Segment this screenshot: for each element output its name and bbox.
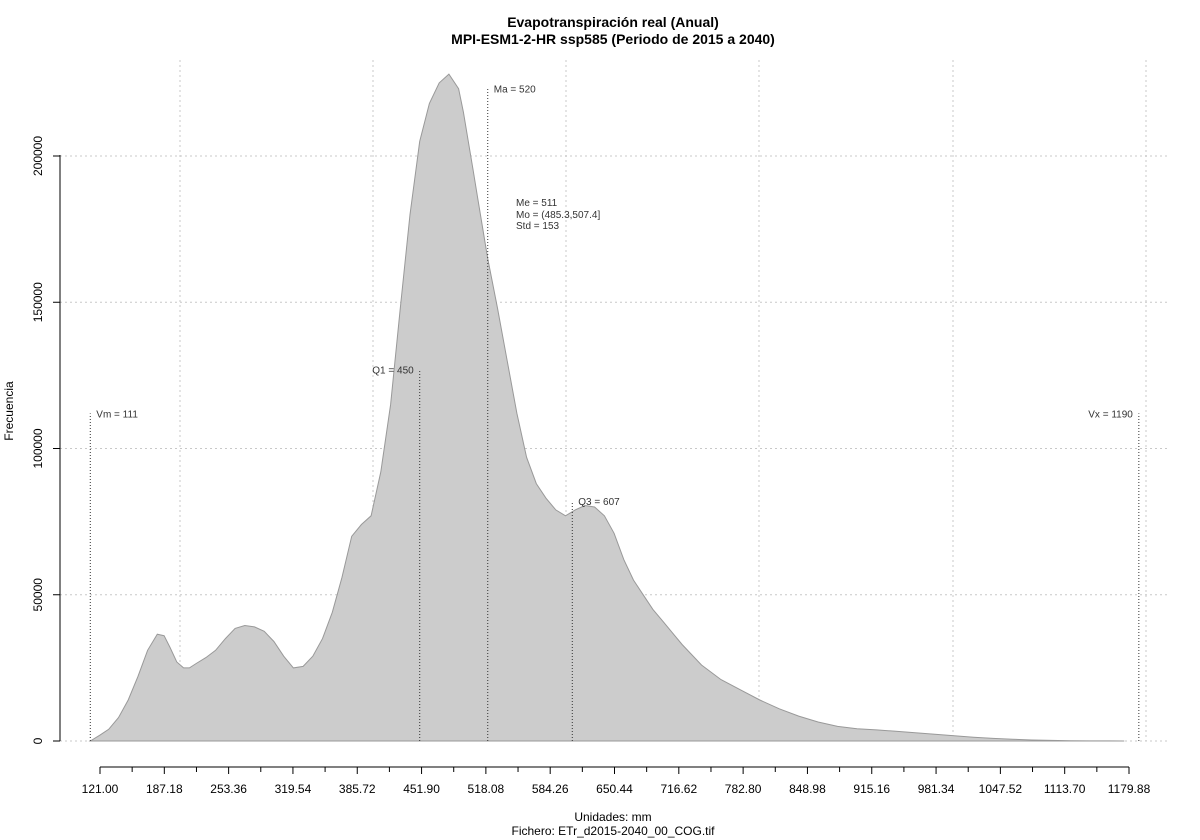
marker-label-vx: Vx = 1190 (1088, 409, 1133, 420)
x-tick-label-3: 319.54 (275, 782, 312, 796)
x-axis-ticks: 121.00 187.18 253.36 319.54 385.72 451.90 518.… (82, 767, 1151, 796)
x-tick-label-14: 1047.52 (979, 782, 1023, 796)
marker-label-ma: Ma = 520 (494, 85, 536, 96)
chart-subtitle: MPI-ESM1-2-HR ssp585 (Periodo de 2015 a … (451, 31, 775, 47)
y-tick-label-1: 50000 (31, 578, 45, 612)
y-tick-label-4: 200000 (31, 136, 45, 176)
y-axis: 0 50000 100000 150000 200000 (31, 136, 61, 744)
stat-median: Me = 511 (516, 198, 558, 209)
x-tick-label-13: 981.34 (918, 782, 955, 796)
marker-label-q3: Q3 = 607 (578, 497, 620, 508)
x-tick-label-4: 385.72 (339, 782, 376, 796)
x-tick-label-2: 253.36 (210, 782, 247, 796)
x-tick-label-10: 782.80 (725, 782, 762, 796)
marker-label-q1: Q1 = 450 (372, 366, 414, 377)
marker-label-vm: Vm = 111 (96, 409, 138, 420)
chart-title: Evapotranspiración real (Anual) (507, 14, 719, 30)
x-tick-label-1: 187.18 (146, 782, 183, 796)
x-tick-label-12: 915.16 (853, 782, 890, 796)
x-tick-label-8: 650.44 (596, 782, 633, 796)
y-axis-label: Frecuencia (2, 381, 16, 441)
x-axis: 121.00 187.18 253.36 319.54 385.72 451.90 518.… (82, 766, 1151, 796)
x-tick-label-16: 1179.88 (1108, 782, 1151, 796)
statistic-markers: Vm = 111 Q1 = 450 Ma = 520 Q3 = 607 Vx = 119… (89, 85, 1140, 741)
stat-mode: Mo = (485.3,507.4] (516, 210, 600, 221)
y-tick-label-3: 150000 (31, 282, 45, 322)
x-tick-label-9: 716.62 (660, 782, 697, 796)
x-tick-label-0: 121.00 (82, 782, 119, 796)
y-tick-label-2: 100000 (31, 428, 45, 468)
x-tick-label-5: 451.90 (403, 782, 440, 796)
density-area (88, 73, 1125, 742)
x-tick-label-15: 1113.70 (1044, 782, 1086, 796)
stat-std: Std = 153 (516, 221, 560, 232)
x-tick-label-7: 584.26 (532, 782, 569, 796)
x-tick-label-6: 518.08 (468, 782, 505, 796)
x-axis-label: Unidades: mm (574, 810, 651, 824)
y-axis-ticks: 0 50000 100000 150000 200000 (31, 136, 60, 744)
x-tick-label-11: 848.98 (789, 782, 826, 796)
stats-box: Me = 511 Mo = (485.3,507.4] Std = 153 (516, 198, 600, 232)
file-caption: Fichero: ETr_d2015-2040_00_COG.tif (512, 824, 716, 838)
y-tick-label-0: 0 (31, 737, 45, 744)
